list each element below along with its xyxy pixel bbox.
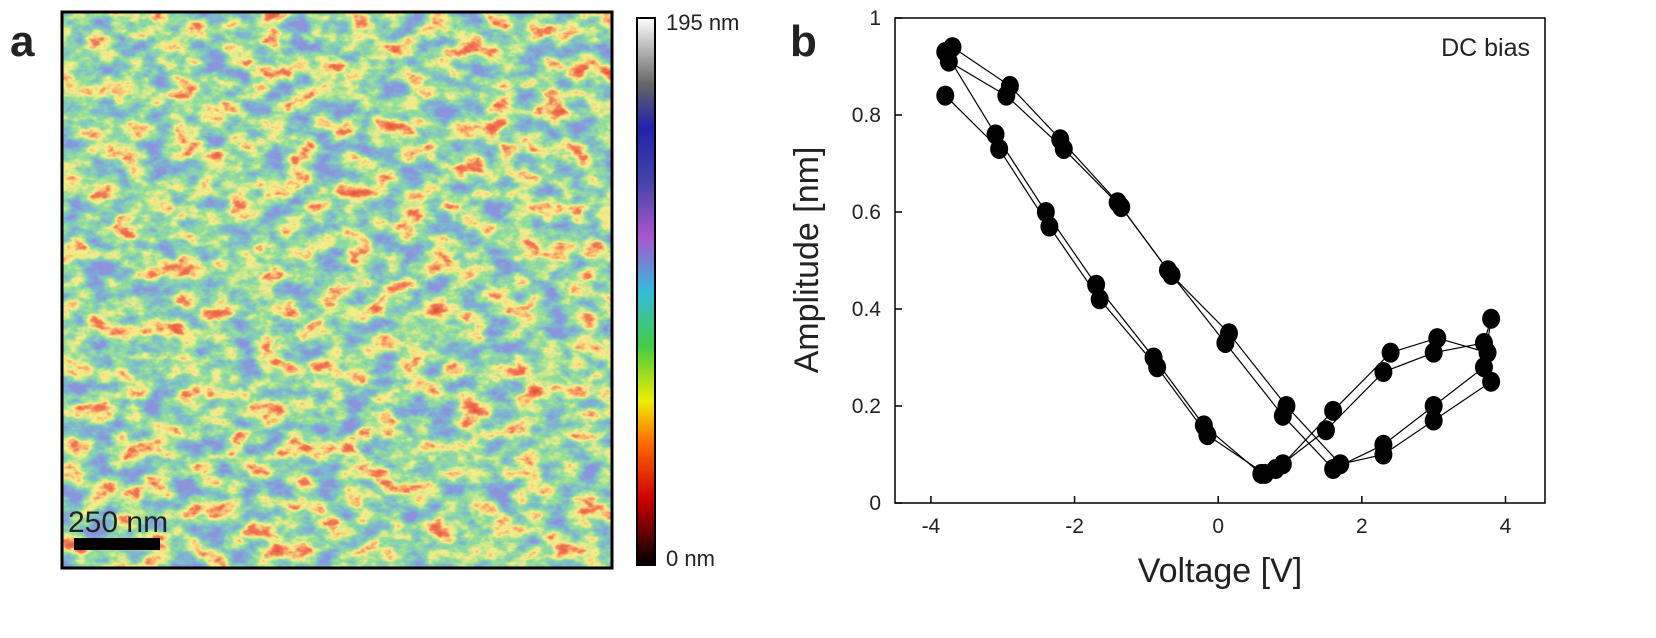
x-tick-label: -4 [922, 515, 941, 538]
loop-line [944, 46, 1492, 475]
data-point [1331, 454, 1350, 475]
afm-image [62, 12, 612, 568]
data-point [1054, 138, 1073, 159]
scale-bar-label: 250 nm [68, 506, 168, 539]
scale-bar [74, 538, 160, 550]
image-frame [60, 10, 614, 570]
data-point [939, 51, 958, 72]
data-point [1381, 342, 1400, 363]
data-point [1482, 371, 1501, 392]
data-point [990, 138, 1009, 159]
data-point [1255, 463, 1274, 484]
data-point [1428, 328, 1447, 349]
loop-line [944, 61, 1492, 475]
plot-frame [894, 17, 1546, 504]
data-point [1424, 410, 1443, 431]
colorbar-max: 195 nm [666, 10, 739, 35]
data-point [1273, 454, 1292, 475]
panel-label: a [10, 17, 35, 66]
data-point [1324, 400, 1343, 421]
data-point [1090, 289, 1109, 310]
plot: -4 -2 0 2 4 0 0.2 0.4 0.6 0.8 1 [852, 7, 1512, 538]
data-point [1277, 396, 1296, 416]
data-point [997, 85, 1016, 106]
data-point [1162, 265, 1181, 286]
data-point [1482, 308, 1501, 329]
data-point [1374, 362, 1393, 383]
data-point [1424, 396, 1443, 416]
y-tick-label: 0.8 [852, 104, 881, 127]
data-point [936, 85, 955, 106]
y-tick-label: 0 [869, 492, 881, 515]
x-tick-label: 2 [1356, 515, 1368, 538]
data-point [1198, 425, 1217, 446]
y-tick-label: 0.4 [852, 298, 882, 321]
data-point [1148, 357, 1167, 378]
data-point [1316, 420, 1335, 441]
x-tick-label: -2 [1065, 515, 1084, 538]
annotation: DC bias [1441, 34, 1530, 62]
x-tick-label: 0 [1212, 515, 1224, 538]
data-point [1478, 342, 1497, 363]
y-axis-label: Amplitude [nm] [788, 147, 826, 374]
x-tick-label: 4 [1500, 515, 1512, 538]
data-point [1219, 323, 1238, 344]
y-tick-label: 0.6 [852, 201, 881, 224]
data-point [1112, 197, 1131, 218]
data-point [1040, 216, 1059, 237]
panel-label: b [790, 17, 817, 66]
data-point [1374, 444, 1393, 465]
colorbar [636, 17, 656, 566]
colorbar-min: 0 nm [666, 546, 715, 571]
x-axis-label: Voltage [V] [1138, 552, 1302, 590]
y-tick-label: 1 [869, 7, 881, 30]
y-tick-label: 0.2 [852, 395, 881, 418]
